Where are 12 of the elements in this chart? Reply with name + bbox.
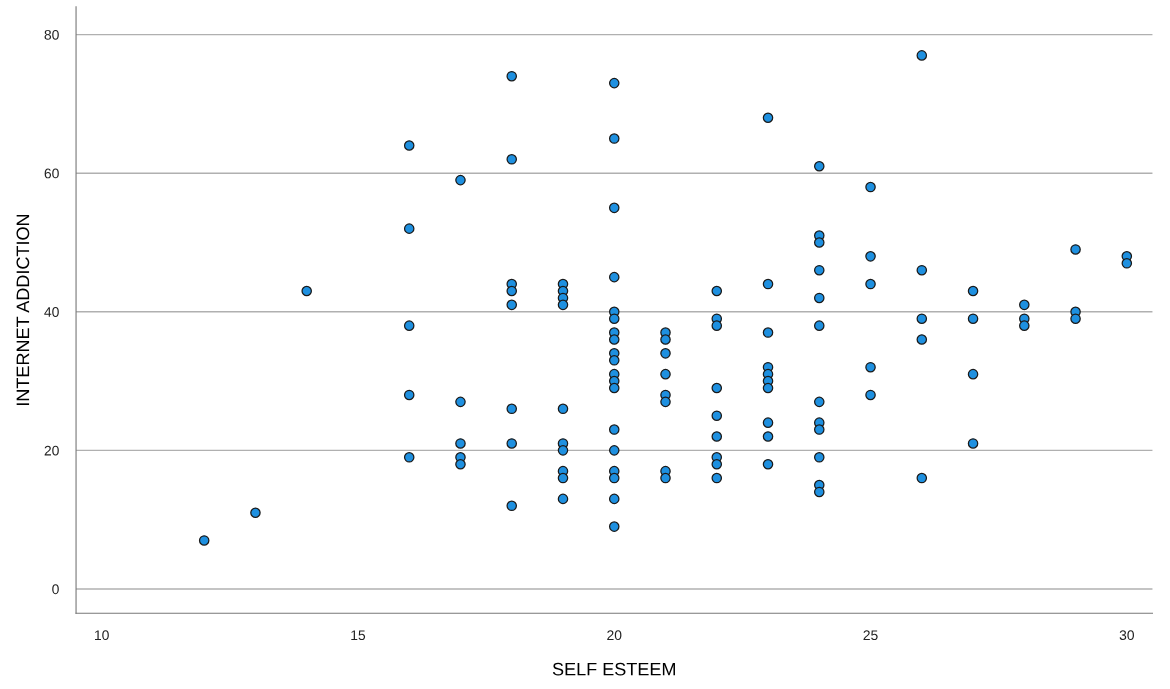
y-tick-label: 80 (44, 29, 59, 40)
y-axis-title: INTERNET ADDICTION (16, 214, 30, 406)
y-tick-label: 0 (52, 584, 59, 595)
y-tick-label: 40 (44, 307, 59, 317)
y-tick-label: 60 (44, 168, 59, 179)
y-tick-label: 20 (44, 445, 59, 456)
x-tick-label: 10 (95, 630, 109, 641)
x-tick-label: 20 (607, 630, 622, 641)
x-tick-label: 30 (1119, 630, 1134, 641)
x-axis-title: SELF ESTEEM (552, 662, 675, 676)
x-tick-label: 25 (863, 630, 878, 641)
x-tick-label: 15 (351, 630, 366, 641)
